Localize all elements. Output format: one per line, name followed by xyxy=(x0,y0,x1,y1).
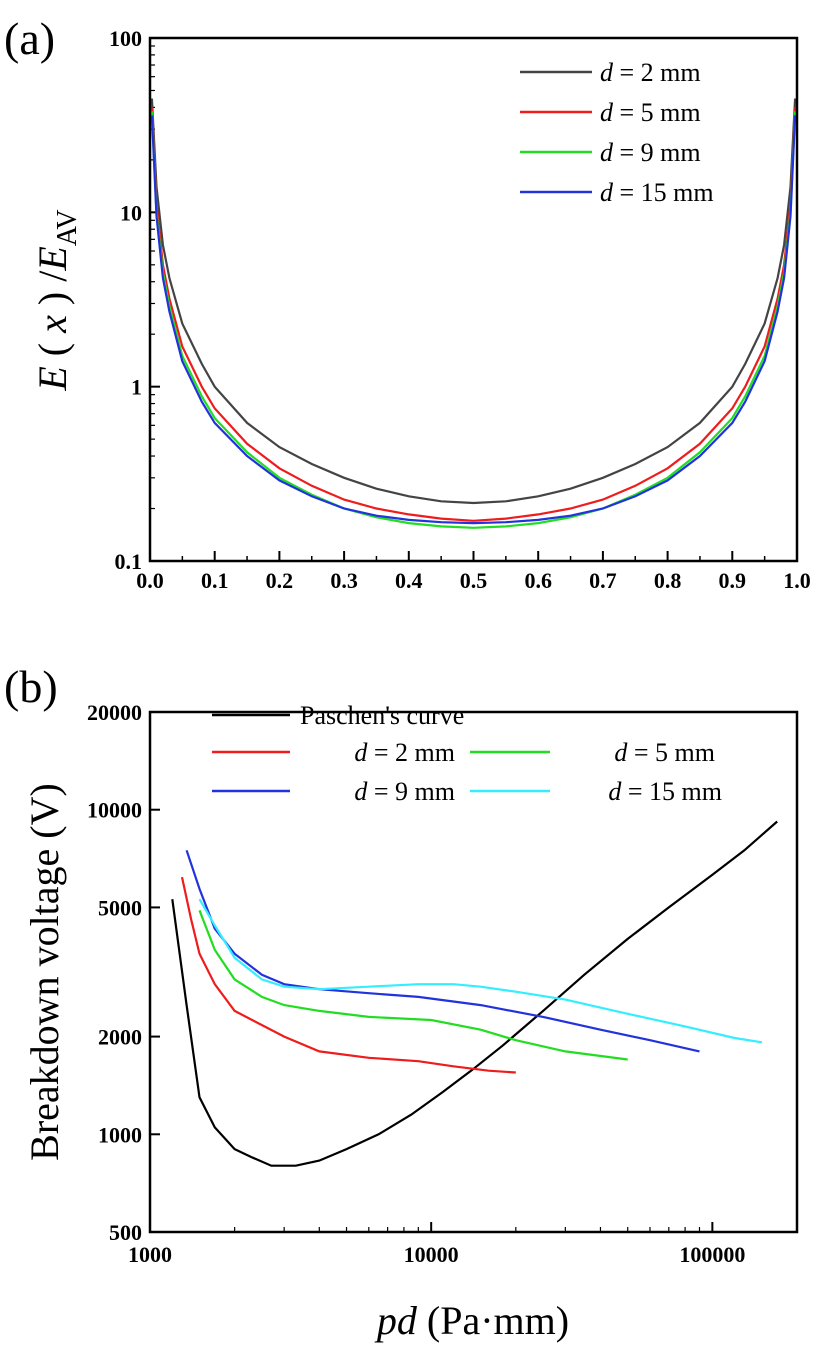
x-tick-label: 0.9 xyxy=(719,568,747,593)
series-line-d-2-mm xyxy=(180,876,516,1074)
x-tick-label: 0.7 xyxy=(589,568,617,593)
x-tick-label: 0.5 xyxy=(460,568,488,593)
legend-label: d = 15 mm xyxy=(600,178,714,207)
series-line-d-5-mm xyxy=(150,107,797,522)
legend-label: d = 5 mm xyxy=(600,98,701,127)
chart-b-xlabel: pd (Pa·mm) xyxy=(374,1298,569,1343)
series-line-d-2-mm xyxy=(150,98,797,505)
x-tick-label: 10000 xyxy=(404,1242,459,1267)
y-tick-label: 0.1 xyxy=(115,549,143,574)
chart-a-series xyxy=(150,98,797,529)
chart-b-frame xyxy=(148,710,799,1234)
x-tick-label: 100000 xyxy=(679,1242,745,1267)
series-line-d-5-mm xyxy=(198,909,628,1061)
y-tick-label: 100 xyxy=(109,26,142,51)
legend-label: d = 5 mm xyxy=(614,738,715,767)
legend-label: d = 2 mm xyxy=(600,58,701,87)
y-tick-label: 10 xyxy=(120,200,142,225)
x-tick-label: 0.4 xyxy=(395,568,423,593)
chart-a-ylabel: E ( x ) /EAV xyxy=(30,209,83,391)
series-line-d-9-mm xyxy=(150,111,797,529)
x-tick-label: 0.0 xyxy=(136,568,164,593)
x-tick-label: 1000 xyxy=(128,1242,172,1267)
legend-label: Paschen's curve xyxy=(300,701,464,730)
y-tick-label: 500 xyxy=(109,1220,142,1245)
chart-a: (a) 0.0 0.1 0.2 0.3 0.4 0.5 0.6 0.7 0.8 0.9 1.00.1… xyxy=(4,13,811,593)
chart-b-ylabel: Breakdown voltage (V) xyxy=(22,783,67,1161)
chart-a-legend: d = 2 mm d = 5 mm d = 9 mm d = 15 mm xyxy=(520,58,714,207)
y-tick-label: 5000 xyxy=(98,895,142,920)
y-tick-label: 20000 xyxy=(87,700,142,725)
chart-a-axes: 0.0 0.1 0.2 0.3 0.4 0.5 0.6 0.7 0.8 0.9 1.00.11101… xyxy=(109,26,811,593)
panel-label-b: (b) xyxy=(4,661,58,712)
series-line-paschen-s-curve xyxy=(171,820,778,1167)
legend-label: d = 2 mm xyxy=(354,738,455,767)
panel-label-a: (a) xyxy=(4,13,55,64)
legend-label: d = 15 mm xyxy=(608,777,722,806)
x-tick-label: 0.6 xyxy=(524,568,552,593)
y-tick-label: 1 xyxy=(131,375,142,400)
y-tick-label: 2000 xyxy=(98,1025,142,1050)
chart-a-frame xyxy=(148,36,799,563)
chart-b-series xyxy=(171,820,778,1167)
chart-b-legend: Paschen's curve d = 2 mm d = 5 mm d = 9 mm d… xyxy=(212,701,722,806)
legend-label: d = 9 mm xyxy=(354,777,455,806)
x-tick-label: 0.2 xyxy=(266,568,294,593)
x-tick-label: 0.3 xyxy=(330,568,358,593)
x-tick-label: 0.1 xyxy=(201,568,229,593)
series-line-d-15-mm xyxy=(198,898,763,1044)
x-tick-label: 0.8 xyxy=(654,568,682,593)
series-line-d-15-mm xyxy=(150,115,797,525)
y-tick-label: 10000 xyxy=(87,798,142,823)
x-tick-label: 1.0 xyxy=(783,568,811,593)
y-tick-label: 1000 xyxy=(98,1122,142,1147)
legend-label: d = 9 mm xyxy=(600,138,701,167)
chart-b: (b) 1000 10000 100000500100020005000100002… xyxy=(4,661,799,1343)
